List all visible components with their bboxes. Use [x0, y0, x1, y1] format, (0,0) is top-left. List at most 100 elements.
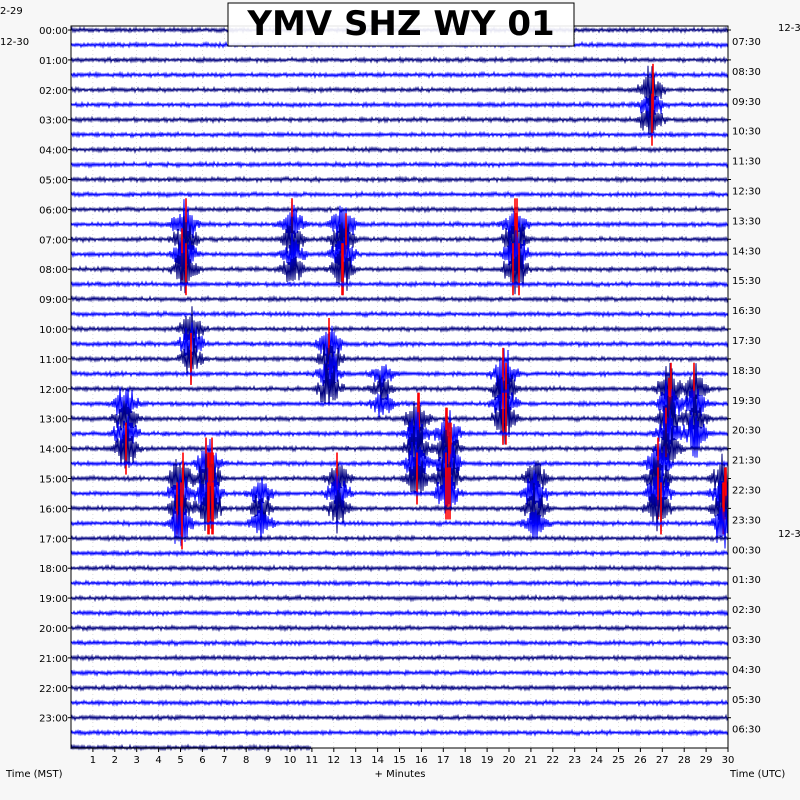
x-tick-label: 25: [612, 755, 625, 766]
left-tick-label: 16:00: [39, 504, 68, 515]
x-tick-label: 20: [503, 755, 516, 766]
right-tick-label: 21:30: [732, 456, 761, 467]
trace-line: [70, 653, 729, 663]
x-tick-label: 18: [459, 755, 472, 766]
trace-line: [70, 145, 729, 155]
x-tick-label: 11: [306, 755, 319, 766]
trace-line: [70, 55, 729, 65]
trace-line: [70, 65, 729, 116]
trace-line: [70, 190, 729, 199]
trace-line: [70, 279, 729, 289]
x-tick-label: 4: [155, 755, 161, 766]
left-tick-label: 19:00: [39, 594, 68, 605]
x-tick-label: 28: [678, 755, 691, 766]
chart-title: YMV SHZ WY 01: [246, 4, 554, 44]
right-tick-label: 02:30: [732, 605, 761, 616]
trace-line: [70, 175, 729, 184]
trace-line: [70, 306, 729, 350]
right-tick-label: 06:30: [732, 725, 761, 736]
trace-line: [70, 228, 729, 280]
left-tick-label: 07:00: [39, 235, 68, 246]
trace-line: [70, 294, 729, 304]
x-tick-label: 14: [371, 755, 384, 766]
x-tick-label: 7: [221, 755, 227, 766]
x-tick-label: 10: [284, 755, 297, 766]
left-tick-label: 18:00: [39, 564, 68, 575]
trace-line: [70, 563, 729, 573]
x-tick-label: 5: [177, 755, 183, 766]
right-tick-label: 09:30: [732, 97, 761, 108]
left-tick-label: 17:00: [39, 534, 68, 545]
left-tick-label: 06:00: [39, 205, 68, 216]
left-tick-label: 21:00: [39, 654, 68, 665]
title-box: [227, 2, 575, 47]
trace-line: [70, 407, 729, 460]
right-tick-label: 05:30: [732, 695, 761, 706]
trace-line: [70, 422, 729, 475]
trace-line: [70, 205, 729, 214]
right-tick-label: 08:30: [732, 67, 761, 78]
left-tick-label: 03:00: [39, 116, 68, 127]
right-tick-label: 07:30: [732, 37, 761, 48]
trace-line: [70, 198, 729, 251]
x-tick-label: 19: [481, 755, 494, 766]
x-tick-label: 3: [134, 755, 140, 766]
left-tick-label: 09:00: [39, 295, 68, 306]
x-tick-label: 27: [656, 755, 669, 766]
x-tick-label: 16: [415, 755, 428, 766]
trace-line: [70, 578, 729, 588]
trace-line: [70, 548, 729, 558]
left-tick-label: 13:00: [39, 415, 68, 426]
trace-line: [70, 379, 729, 430]
trace-line: [70, 713, 729, 723]
x-tick-label: 1: [90, 755, 96, 766]
left-tick-label: 05:00: [39, 176, 68, 187]
right-tick-label: 11:30: [732, 157, 761, 168]
left-date-top: 2-29: [0, 6, 23, 17]
x-tick-label: 13: [349, 755, 362, 766]
x-tick-label: 21: [525, 755, 538, 766]
left-tick-label: 20:00: [39, 624, 68, 635]
right-tick-label: 18:30: [732, 366, 761, 377]
trace-line: [70, 683, 729, 693]
right-tick-label: 13:30: [732, 216, 761, 227]
x-tick-label: 15: [393, 755, 406, 766]
right-tick-label: 00:30: [732, 545, 761, 556]
x-tick-label: 24: [590, 755, 603, 766]
trace-line: [70, 338, 729, 385]
left-time-ticks: 00:00 01:00 02:00 03:00 04:00 05:00 06:00 07:00…: [39, 26, 71, 725]
right-tick-label: 01:30: [732, 575, 761, 586]
left-tick-label: 00:00: [39, 26, 68, 37]
left-axis-label: Time (MST): [5, 769, 63, 780]
x-tick-label: 30: [722, 755, 735, 766]
x-tick-label: 26: [634, 755, 647, 766]
right-tick-label: 20:30: [732, 426, 761, 437]
trace-line: [70, 309, 729, 319]
right-time-ticks: 07:30 08:30 09:30 10:30 11:30 12:30 13:30 14:30…: [728, 29, 761, 736]
left-tick-label: 08:00: [39, 265, 68, 276]
trace-line: [70, 534, 729, 543]
trace-line: [70, 362, 729, 415]
x-tick-label: 9: [265, 755, 271, 766]
right-tick-label: 22:30: [732, 486, 761, 497]
trace-line: [70, 70, 729, 80]
right-tick-label: 19:30: [732, 396, 761, 407]
right-tick-label: 14:30: [732, 246, 761, 257]
x-axis-ticks: 1 2 3 4 5 6 7 8 9 10 11 12 13 14 15 16 17 18 19 20 21 22 23 24 2…: [90, 748, 735, 766]
trace-line: [70, 593, 729, 603]
x-tick-label: 12: [327, 755, 340, 766]
x-tick-label: 8: [243, 755, 249, 766]
trace-line: [70, 668, 729, 678]
x-tick-label: 29: [700, 755, 713, 766]
trace-line: [70, 130, 729, 139]
trace-line: [70, 348, 729, 400]
trace-line: [70, 243, 729, 296]
left-tick-label: 10:00: [39, 325, 68, 336]
right-tick-label: 03:30: [732, 635, 761, 646]
trace-line: [70, 322, 729, 370]
trace-line: [70, 497, 729, 549]
x-tick-label: 2: [112, 755, 118, 766]
trace-line: [70, 160, 729, 169]
left-tick-label: 14:00: [39, 445, 68, 456]
